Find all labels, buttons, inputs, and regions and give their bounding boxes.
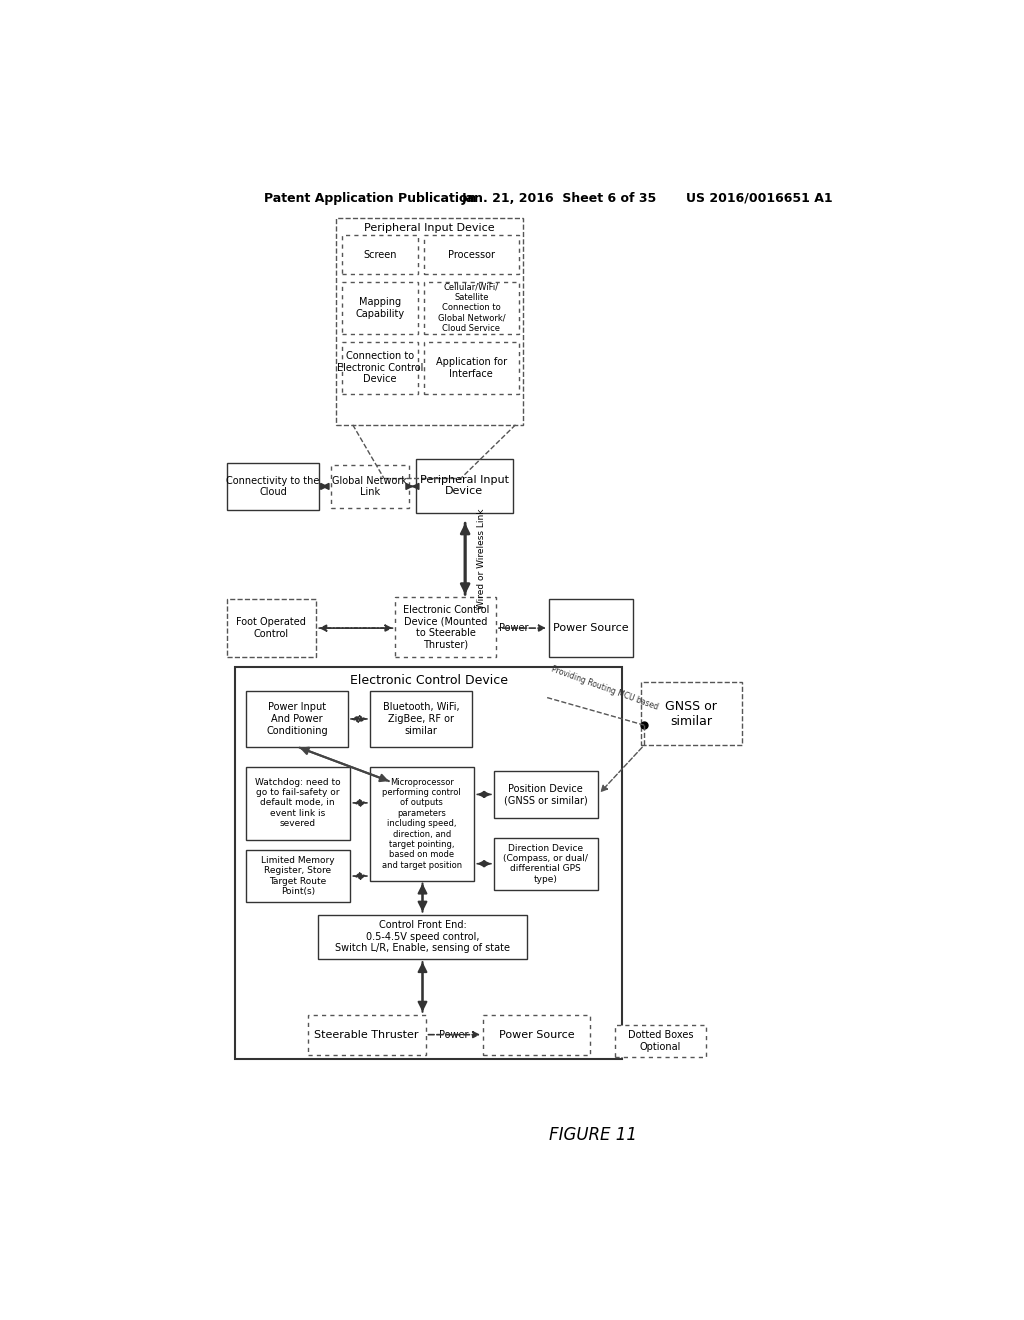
Bar <box>424 342 518 395</box>
Bar <box>395 598 496 657</box>
Text: Connectivity to the
Cloud: Connectivity to the Cloud <box>226 475 319 498</box>
Text: Providing Routing MCU based: Providing Routing MCU based <box>550 664 659 711</box>
Bar <box>494 771 598 818</box>
Text: Global Network
Link: Global Network Link <box>333 475 408 498</box>
Text: Mapping
Capability: Mapping Capability <box>355 297 404 318</box>
Bar <box>614 1024 707 1057</box>
Bar <box>641 682 741 744</box>
Text: Limited Memory
Register, Store
Target Route
Point(s): Limited Memory Register, Store Target Ro… <box>261 855 335 896</box>
Text: Bluetooth, WiFi,
ZigBee, RF or
similar: Bluetooth, WiFi, ZigBee, RF or similar <box>383 702 459 735</box>
Bar <box>246 692 348 747</box>
Bar <box>246 767 350 840</box>
Text: Wired or Wireless Link: Wired or Wireless Link <box>477 508 485 609</box>
Text: Power Source: Power Source <box>553 623 629 634</box>
Text: Direction Device
(Compass, or dual/
differential GPS
type): Direction Device (Compass, or dual/ diff… <box>503 843 588 884</box>
Bar <box>370 767 474 880</box>
Bar <box>234 667 623 1059</box>
Bar <box>336 219 523 425</box>
Bar <box>483 1015 590 1055</box>
Bar <box>308 1015 426 1055</box>
Bar <box>342 281 418 334</box>
Text: Power: Power <box>438 1030 468 1040</box>
Text: US 2016/0016651 A1: US 2016/0016651 A1 <box>686 191 833 205</box>
Text: Screen: Screen <box>364 249 396 260</box>
Text: Application for
Interface: Application for Interface <box>436 356 507 379</box>
Text: Cellular/WiFi/
Satellite
Connection to
Global Network/
Cloud Service: Cellular/WiFi/ Satellite Connection to G… <box>437 282 505 333</box>
Text: Patent Application Publication: Patent Application Publication <box>263 191 476 205</box>
Text: Control Front End:
0.5-4.5V speed control,
Switch L/R, Enable, sensing of state: Control Front End: 0.5-4.5V speed contro… <box>335 920 510 953</box>
Bar <box>342 342 418 395</box>
Bar <box>317 915 527 960</box>
Bar <box>424 281 518 334</box>
Text: Power Input
And Power
Conditioning: Power Input And Power Conditioning <box>266 702 328 735</box>
Text: Microprocessor
performing control
of outputs
parameters
including speed,
directi: Microprocessor performing control of out… <box>382 777 462 870</box>
Text: Dotted Boxes
Optional: Dotted Boxes Optional <box>628 1030 693 1052</box>
Text: Electronic Control Device: Electronic Control Device <box>350 675 508 686</box>
Text: Power: Power <box>500 623 528 634</box>
Bar <box>424 235 518 275</box>
Text: Peripheral Input Device: Peripheral Input Device <box>365 223 495 234</box>
Text: GNSS or
similar: GNSS or similar <box>666 700 718 727</box>
Bar <box>494 838 598 890</box>
Text: Peripheral Input
Device: Peripheral Input Device <box>420 475 509 496</box>
Bar <box>549 599 633 657</box>
Bar <box>227 462 318 511</box>
Bar <box>227 599 316 657</box>
Text: Power Source: Power Source <box>499 1030 574 1040</box>
Text: Position Device
(GNSS or similar): Position Device (GNSS or similar) <box>504 784 588 805</box>
Text: Steerable Thruster: Steerable Thruster <box>314 1030 419 1040</box>
Text: Processor: Processor <box>447 249 495 260</box>
Text: Watchdog: need to
go to fail-safety or
default mode, in
event link is
severed: Watchdog: need to go to fail-safety or d… <box>255 777 341 828</box>
Bar <box>246 850 350 903</box>
Text: Foot Operated
Control: Foot Operated Control <box>237 618 306 639</box>
Bar <box>342 235 418 275</box>
Bar <box>331 465 409 508</box>
Text: FIGURE 11: FIGURE 11 <box>549 1126 637 1143</box>
Text: Electronic Control
Device (Mounted
to Steerable
Thruster): Electronic Control Device (Mounted to St… <box>402 605 488 649</box>
Bar <box>370 692 472 747</box>
Bar <box>417 459 513 512</box>
Text: Jan. 21, 2016  Sheet 6 of 35: Jan. 21, 2016 Sheet 6 of 35 <box>461 191 656 205</box>
Text: Connection to
Electronic Control
Device: Connection to Electronic Control Device <box>337 351 423 384</box>
